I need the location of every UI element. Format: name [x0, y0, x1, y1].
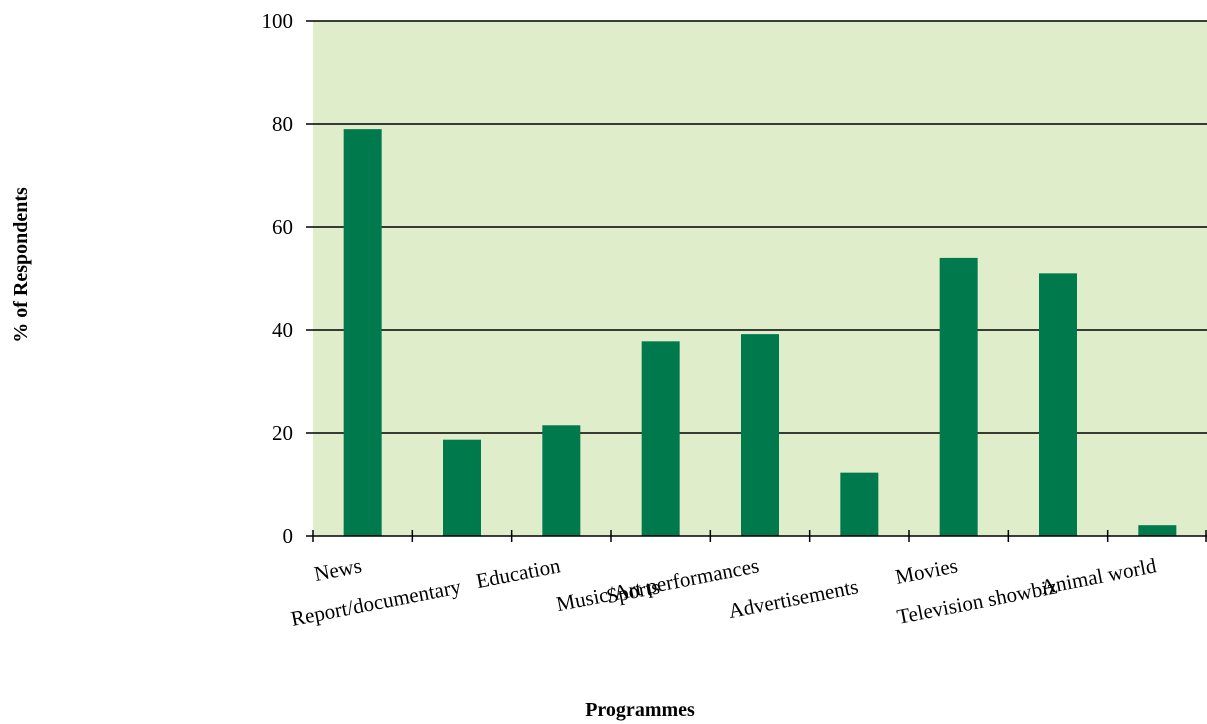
y-tick-label: 100: [262, 9, 294, 33]
bar: [343, 129, 382, 536]
y-tick-label: 40: [272, 318, 293, 342]
bar: [641, 341, 680, 536]
x-axis: [306, 530, 1207, 542]
y-axis-title: % of Respondents: [10, 187, 32, 343]
bars: [343, 129, 1177, 536]
y-tick-label: 0: [283, 524, 294, 548]
bar: [741, 334, 779, 536]
x-axis-title: Programmes: [585, 699, 695, 721]
x-tick-label: Education: [474, 553, 563, 593]
x-tick-label: Movies: [893, 553, 959, 589]
y-tick-labels: 0 20 40 60 80 100: [262, 9, 294, 548]
bar: [1039, 273, 1077, 536]
bar: [840, 472, 879, 536]
y-tick-label: 60: [272, 215, 293, 239]
y-tick-label: 20: [272, 421, 293, 445]
x-tick-label: Advertisements: [726, 574, 860, 623]
bar: [542, 425, 581, 536]
bar: [1138, 525, 1177, 536]
bar: [939, 257, 978, 536]
x-tick-label: Animal world: [1039, 553, 1159, 599]
x-tick-label: News: [312, 553, 364, 586]
y-tick-label: 80: [272, 112, 293, 136]
bar: [443, 439, 481, 536]
